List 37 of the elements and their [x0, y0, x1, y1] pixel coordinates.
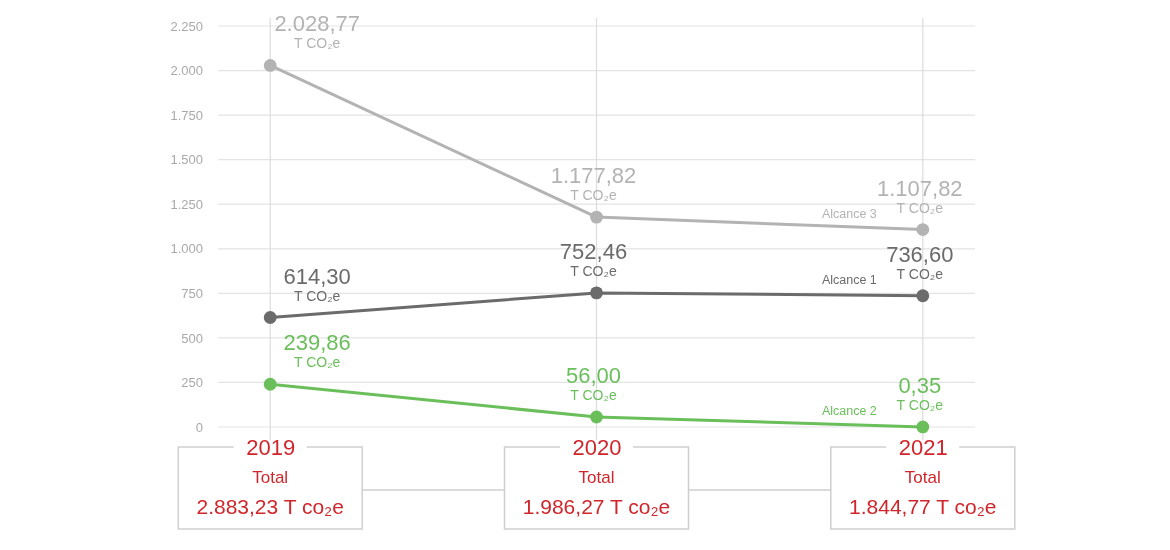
data-label: 752,46 T CO₂e — [559, 238, 628, 279]
point — [263, 59, 277, 72]
text: Total 2.883,23 T co₂e — [196, 468, 344, 518]
series-label: Alcance 2 — [821, 403, 877, 418]
y-tick-label: 1.500 — [170, 152, 203, 168]
text: Total 1.986,27 T co₂e — [522, 468, 671, 518]
y-tick-label: 1.250 — [170, 196, 203, 212]
y-tick-label: 2.000 — [170, 63, 203, 79]
y-tick-label: 2.250 — [170, 18, 203, 34]
data-label: 0,35 T CO₂e — [896, 372, 944, 413]
series-label: Alcance 1 — [821, 272, 877, 287]
point — [263, 311, 277, 324]
x-tick-label: 2020 — [572, 434, 622, 460]
series-label: Alcance 3 — [821, 206, 877, 221]
text: Total 1.844,77 T co₂e — [849, 468, 997, 518]
point — [916, 289, 930, 303]
point — [263, 377, 277, 391]
point — [916, 223, 930, 236]
y-tick-label: 0 — [195, 419, 203, 435]
y-tick-label: 1.750 — [170, 107, 203, 123]
point — [590, 286, 603, 300]
y-tick-label: 500 — [181, 330, 203, 346]
y-tick-label: 250 — [181, 375, 203, 391]
x-tick-label: 2019 — [246, 434, 296, 460]
data-label: 1.107,82 T CO₂e — [876, 175, 963, 216]
data-label: 614,30 T CO₂e — [283, 263, 351, 304]
y-tick-label: 750 — [181, 285, 203, 301]
data-label: 736,60 T CO₂e — [886, 241, 954, 282]
x-tick-label: 2021 — [898, 434, 948, 460]
data-label: 56,00 T CO₂e — [565, 363, 622, 404]
y-tick-label: 1.000 — [170, 241, 203, 257]
data-label: 239,86 T CO₂e — [283, 330, 351, 371]
data-label: 1.177,82 T CO₂e — [550, 163, 637, 204]
point — [590, 410, 603, 424]
point — [916, 420, 930, 434]
point — [590, 210, 603, 224]
data-label: 2.028,77 T CO₂e — [274, 11, 361, 52]
